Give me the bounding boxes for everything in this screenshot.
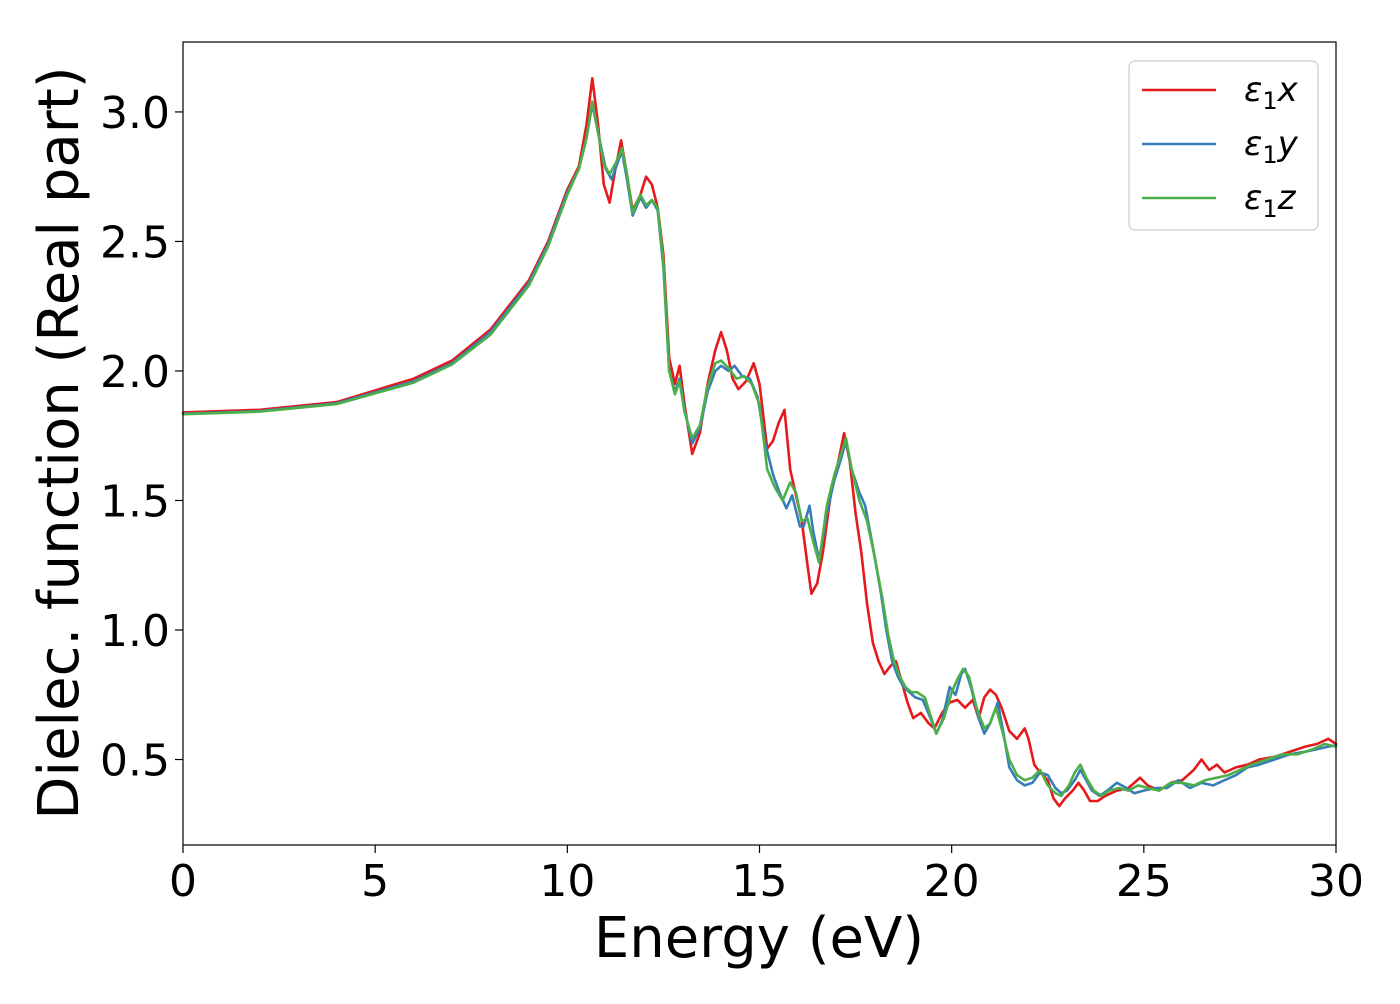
legend-label-z: ε1z (1244, 178, 1297, 223)
legend-label-symbol: ε (1244, 178, 1262, 218)
legend-label-component: x (1277, 70, 1299, 110)
y-tick-label: 2.5 (100, 217, 170, 268)
series-line-z (181, 100, 1338, 798)
legend-label-symbol: ε (1244, 70, 1262, 110)
legend-frame (1128, 60, 1319, 231)
legend-label-subscript: 1 (1262, 141, 1277, 169)
axis-ticks: 0 5 10 15 20 25 30 0.5 1.0 1.5 2.0 2.5 3.0 (100, 88, 1364, 907)
x-tick-label: 30 (1308, 856, 1364, 907)
legend-label-x: ε1x (1244, 70, 1299, 115)
legend-label-subscript: 1 (1262, 195, 1277, 223)
x-tick-label: 25 (1116, 856, 1172, 907)
x-tick-label: 10 (539, 856, 595, 907)
legend-label-component: y (1277, 124, 1299, 164)
series-layer (181, 77, 1338, 808)
y-axis-label: Dielec. function (Real part) (27, 66, 92, 819)
legend-label-symbol: ε (1244, 124, 1262, 164)
legend-label-y: ε1y (1244, 124, 1299, 169)
y-tick-label: 1.0 (100, 606, 170, 657)
y-tick-label: 3.0 (100, 88, 170, 139)
x-tick-label: 5 (361, 856, 389, 907)
x-tick-label: 15 (732, 856, 788, 907)
y-tick-label: 0.5 (100, 736, 170, 787)
y-tick-label: 1.5 (100, 476, 170, 527)
legend-label-component: z (1277, 178, 1297, 218)
x-axis-label: Energy (eV) (594, 906, 924, 971)
x-tick-label: 20 (924, 856, 980, 907)
y-tick-label: 2.0 (100, 347, 170, 398)
x-tick-label: 0 (169, 856, 197, 907)
legend-label-subscript: 1 (1262, 87, 1277, 115)
